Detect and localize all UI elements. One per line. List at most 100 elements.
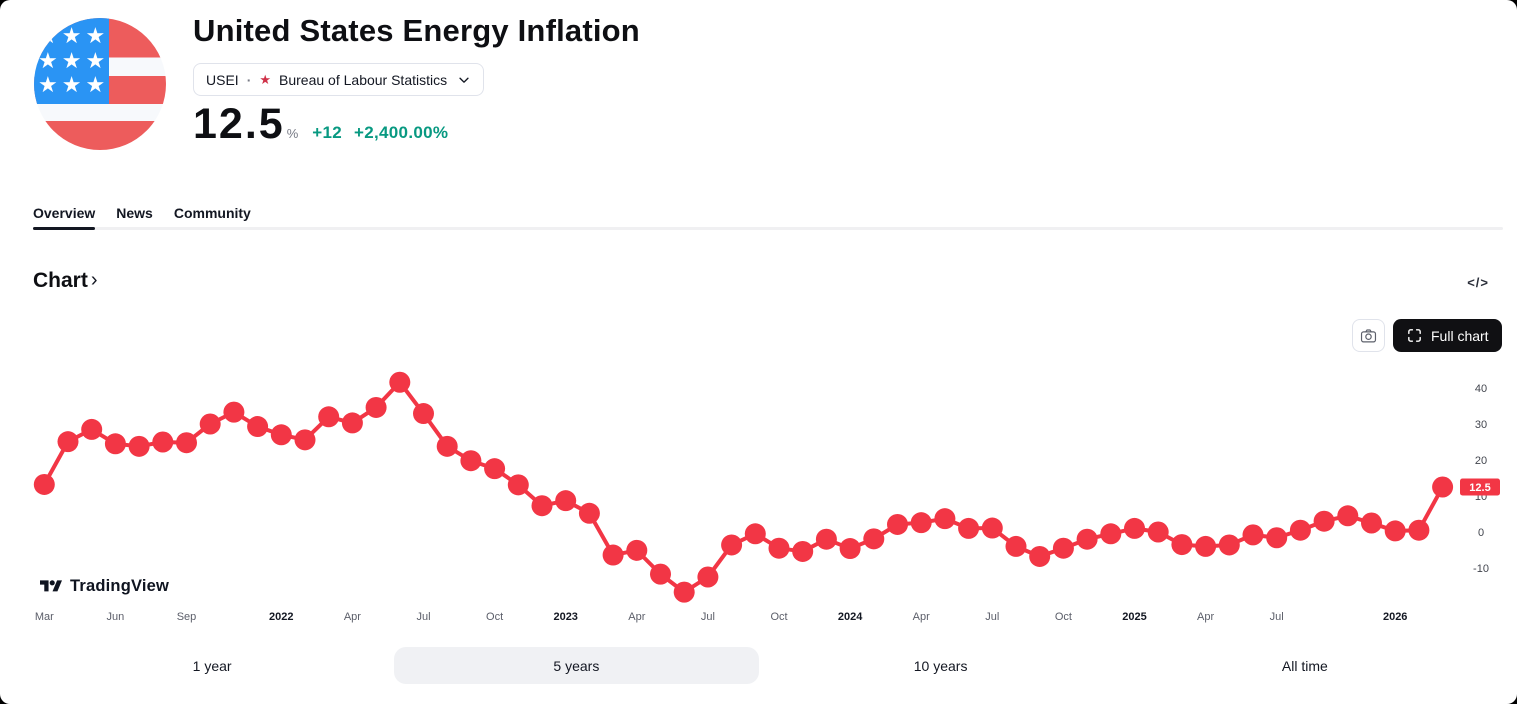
x-axis-label: Apr <box>913 611 930 623</box>
data-point[interactable] <box>81 418 103 440</box>
data-point[interactable] <box>768 537 790 559</box>
data-point[interactable] <box>1147 521 1169 543</box>
value-change: +12 +2,400.00% <box>312 123 448 143</box>
data-point[interactable] <box>1052 537 1074 559</box>
data-point[interactable] <box>1266 527 1288 549</box>
data-point[interactable] <box>1124 517 1145 539</box>
data-point[interactable] <box>1076 528 1098 550</box>
data-point[interactable] <box>744 523 766 545</box>
data-point[interactable] <box>934 508 956 530</box>
data-point[interactable] <box>484 458 506 480</box>
data-point[interactable] <box>128 435 150 457</box>
data-point[interactable] <box>815 528 837 550</box>
x-axis-label: 2026 <box>1383 611 1407 623</box>
data-point[interactable] <box>33 473 55 495</box>
source-name: Bureau of Labour Statistics <box>279 71 448 88</box>
data-point[interactable] <box>578 502 600 524</box>
change-percent: +2,400.00% <box>354 123 449 142</box>
data-point[interactable] <box>697 566 719 588</box>
data-point[interactable] <box>839 538 861 560</box>
x-axis-label: Apr <box>344 611 361 623</box>
symbol-code: USEI <box>206 71 239 88</box>
data-point[interactable] <box>1218 534 1240 556</box>
data-point[interactable] <box>602 544 624 566</box>
x-axis-label: Jul <box>416 611 430 623</box>
data-point[interactable] <box>436 435 458 457</box>
data-point[interactable] <box>531 495 553 517</box>
data-point[interactable] <box>1408 519 1430 541</box>
x-axis-label: Jul <box>701 611 715 623</box>
y-axis-label: -10 <box>1473 563 1489 575</box>
data-point[interactable] <box>507 474 529 496</box>
chart-line <box>42 380 1445 595</box>
change-absolute: +12 <box>312 123 343 142</box>
section-title: Chart <box>33 269 88 292</box>
data-point[interactable] <box>223 401 245 423</box>
data-point[interactable] <box>1432 476 1454 498</box>
x-axis-label: Oct <box>486 611 503 623</box>
data-point[interactable] <box>910 512 932 534</box>
y-axis-label: 20 <box>1475 455 1487 467</box>
data-point[interactable] <box>863 528 885 550</box>
data-point[interactable] <box>318 406 340 428</box>
tabs-underline <box>33 227 1503 230</box>
data-point[interactable] <box>1361 512 1382 534</box>
data-point[interactable] <box>57 431 79 453</box>
tradingview-brand-text: TradingView <box>70 577 170 595</box>
data-point[interactable] <box>104 433 126 455</box>
current-value: 12.5 <box>193 100 285 148</box>
tradingview-logo-icon <box>40 580 62 592</box>
x-axis-label: 2024 <box>838 611 863 623</box>
data-point[interactable] <box>1171 534 1193 556</box>
range-1-year[interactable]: 1 year <box>30 647 394 684</box>
flag-stars: ★★★ <box>38 72 110 98</box>
range-selector: 1 year 5 years 10 years All time <box>30 647 1487 684</box>
data-point[interactable] <box>721 534 743 556</box>
data-point[interactable] <box>1337 505 1359 527</box>
data-point[interactable] <box>1100 523 1122 545</box>
data-point[interactable] <box>247 416 269 438</box>
data-point[interactable] <box>413 403 434 425</box>
snapshot-button[interactable] <box>1352 319 1385 352</box>
range-10-years[interactable]: 10 years <box>759 647 1123 684</box>
data-point[interactable] <box>981 517 1003 539</box>
data-point[interactable] <box>460 450 482 472</box>
data-point[interactable] <box>1029 545 1051 567</box>
data-point[interactable] <box>1313 510 1335 532</box>
data-point[interactable] <box>887 513 908 535</box>
full-chart-button[interactable]: Full chart <box>1393 319 1502 352</box>
code-embed-icon[interactable]: </> <box>1467 275 1489 290</box>
data-point[interactable] <box>365 396 387 418</box>
chart-section-link[interactable]: Chart › <box>33 269 98 293</box>
range-5-years[interactable]: 5 years <box>394 647 759 684</box>
data-point[interactable] <box>270 424 292 446</box>
data-point[interactable] <box>555 490 577 512</box>
data-point[interactable] <box>1005 535 1027 557</box>
data-point[interactable] <box>1289 519 1311 541</box>
data-point[interactable] <box>958 517 980 539</box>
data-point[interactable] <box>341 412 363 434</box>
last-value-badge-text: 12.5 <box>1469 482 1490 494</box>
data-point[interactable] <box>176 432 197 454</box>
data-point[interactable] <box>792 540 814 562</box>
x-axis-label: Jun <box>107 611 125 623</box>
x-axis-label: Sep <box>177 611 197 623</box>
data-point[interactable] <box>626 539 648 561</box>
tab-news[interactable]: News <box>116 205 153 230</box>
data-point[interactable] <box>1242 524 1264 546</box>
tab-overview[interactable]: Overview <box>33 205 96 230</box>
data-point[interactable] <box>1195 535 1217 557</box>
symbol-source-selector[interactable]: USEI · ★ Bureau of Labour Statistics <box>193 63 485 96</box>
data-point[interactable] <box>673 581 695 603</box>
data-point[interactable] <box>294 429 316 451</box>
tab-community[interactable]: Community <box>174 205 251 230</box>
data-point[interactable] <box>199 413 221 435</box>
range-all-time[interactable]: All time <box>1123 647 1487 684</box>
data-point[interactable] <box>1384 520 1406 542</box>
data-point[interactable] <box>650 563 671 585</box>
data-point[interactable] <box>389 371 411 393</box>
data-point[interactable] <box>152 431 174 453</box>
x-axis-label: 2023 <box>553 611 577 623</box>
